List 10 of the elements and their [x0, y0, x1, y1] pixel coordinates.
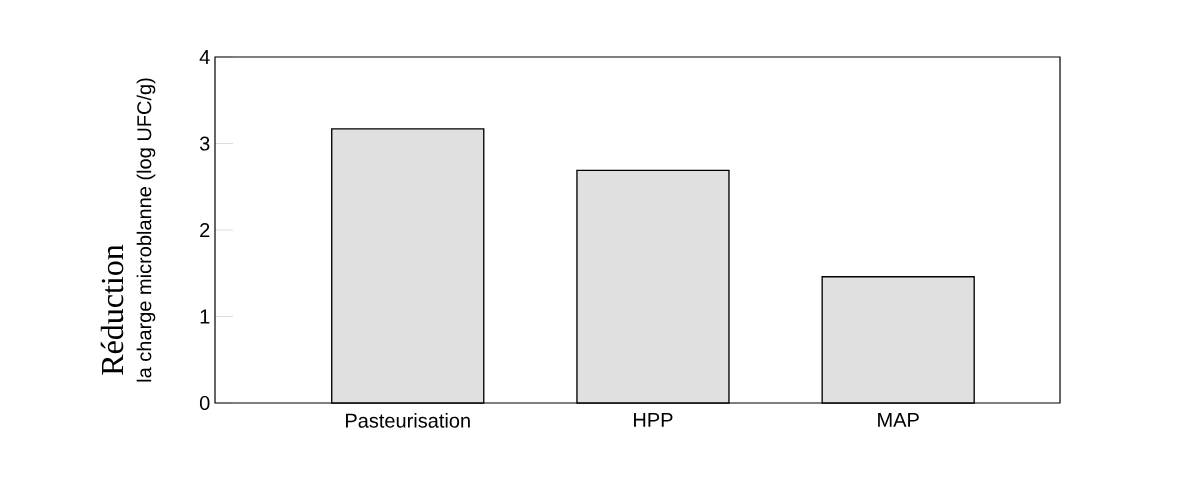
y-tick-label: 1: [200, 309, 210, 324]
x-tick-label: MAP: [878, 413, 919, 427]
x-tick-label: HPP: [634, 413, 673, 427]
y-tick-label: 4: [199, 50, 210, 64]
text: Réduction: [100, 244, 124, 375]
y-tick-label: 2: [200, 223, 210, 237]
y-tick-label: 0: [199, 395, 210, 411]
x-tick-label: Pasteurisation: [346, 413, 470, 428]
y-tick-label: 3: [199, 136, 210, 151]
y-axis-title: la charge microblanne (log UFC/g): [136, 78, 156, 382]
